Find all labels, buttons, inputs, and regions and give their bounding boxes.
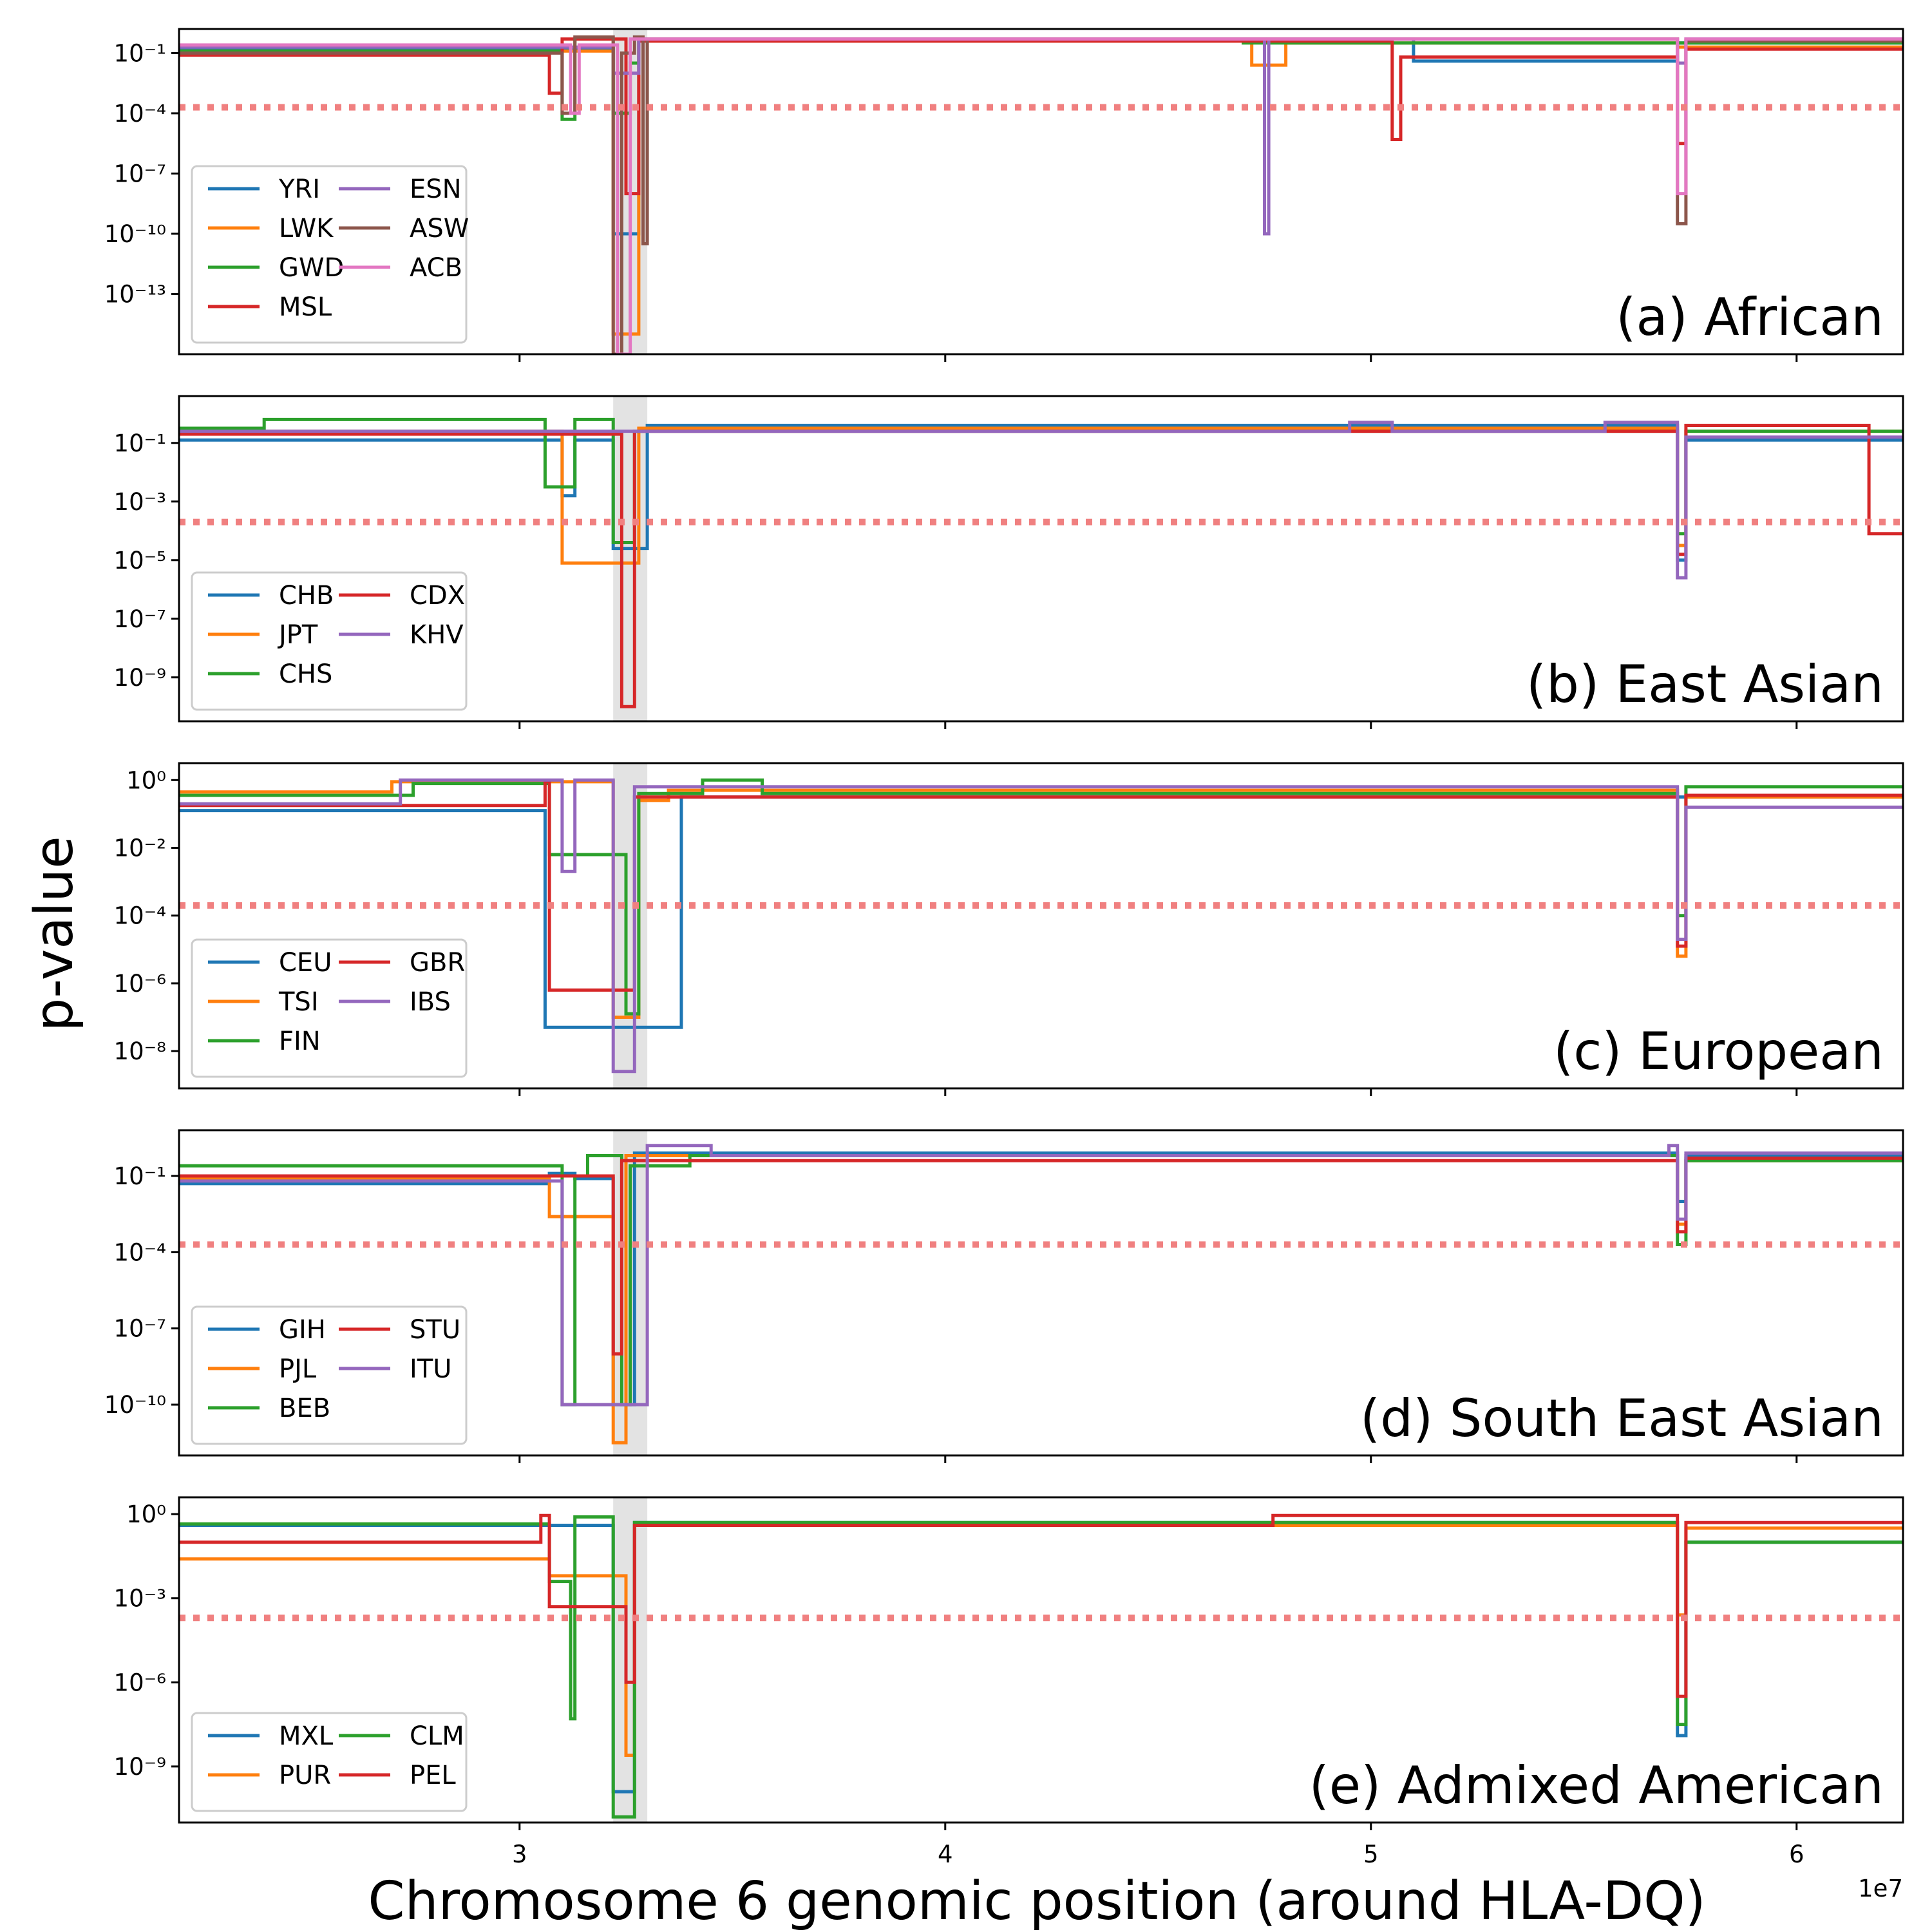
legend-label-jpt: JPT bbox=[277, 620, 318, 650]
x-axis-offset-label: 1e7 bbox=[1858, 1875, 1903, 1902]
panel-title: (b) East Asian bbox=[1526, 654, 1884, 714]
y-tick-label: 10⁻⁷ bbox=[114, 160, 166, 187]
series-line-stu bbox=[179, 1156, 1903, 1356]
panel-frame bbox=[178, 395, 1904, 723]
y-tick-label: 10⁻⁶ bbox=[114, 970, 166, 998]
legend-label-msl: MSL bbox=[279, 292, 332, 322]
x-tick-label: 5 bbox=[1363, 1841, 1379, 1868]
x-axis-label: Chromosome 6 genomic position (around HL… bbox=[368, 1871, 1705, 1932]
panel-3: 10⁰ 10⁻² 10⁻⁴ 10⁻⁶ 10⁻⁸ (c) European CEU TSI FIN… bbox=[114, 762, 1904, 1096]
highlight-region bbox=[613, 1497, 648, 1823]
panel-frame bbox=[178, 28, 1904, 355]
y-tick-label: 10⁻⁹ bbox=[114, 1753, 166, 1781]
plot-area bbox=[179, 29, 1903, 354]
legend-label-fin: FIN bbox=[279, 1027, 321, 1056]
panel-4: 10⁻¹ 10⁻⁴ 10⁻⁷ 10⁻¹⁰ (d) South East Asian GIH… bbox=[104, 1129, 1904, 1463]
series-line-khv bbox=[179, 421, 1903, 580]
panels-container: 10⁻¹ 10⁻⁴ 10⁻⁷ 10⁻¹⁰ 10⁻¹³ (a) African YRI LWK G… bbox=[104, 28, 1904, 1868]
y-tick-label: 10⁻¹³ bbox=[104, 280, 166, 308]
legend-label-chs: CHS bbox=[279, 659, 332, 689]
legend-label-acb: ACB bbox=[410, 253, 462, 283]
y-tick-label: 10⁻⁶ bbox=[114, 1669, 166, 1696]
y-tick-label: 10⁻¹ bbox=[114, 1162, 166, 1190]
series-line-pel bbox=[179, 1513, 1903, 1698]
legend-label-ibs: IBS bbox=[410, 987, 451, 1017]
y-tick-label: 10⁻⁸ bbox=[114, 1037, 166, 1065]
legend-label-asw: ASW bbox=[410, 214, 469, 243]
plot-area bbox=[179, 396, 1903, 721]
panel-2: 10⁻¹ 10⁻³ 10⁻⁵ 10⁻⁷ 10⁻⁹ (b) East Asian CHB JPT… bbox=[114, 395, 1904, 729]
legend-label-ceu: CEU bbox=[279, 948, 332, 978]
panel-1: 10⁻¹ 10⁻⁴ 10⁻⁷ 10⁻¹⁰ 10⁻¹³ (a) African YRI LWK G… bbox=[104, 28, 1904, 362]
panel-title: (e) Admixed American bbox=[1309, 1756, 1884, 1815]
legend-label-khv: KHV bbox=[410, 620, 464, 650]
legend-box bbox=[191, 1712, 468, 1812]
y-tick-label: 10⁻⁷ bbox=[114, 1315, 166, 1343]
y-tick-label: 10⁻⁵ bbox=[114, 547, 166, 574]
legend-label-gwd: GWD bbox=[279, 253, 344, 283]
highlight-region bbox=[613, 763, 648, 1088]
legend-box bbox=[191, 571, 468, 711]
series-line-acb bbox=[179, 37, 1903, 354]
y-tick-label: 10⁻¹⁰ bbox=[104, 1391, 166, 1419]
legend-label-cdx: CDX bbox=[410, 581, 465, 611]
legend-label-beb: BEB bbox=[279, 1394, 330, 1423]
y-tick-label: 10⁻⁴ bbox=[114, 902, 166, 930]
plot-area bbox=[179, 1130, 1903, 1455]
panel-frame bbox=[178, 1129, 1904, 1457]
legend-label-chb: CHB bbox=[279, 581, 334, 611]
series-line-chs bbox=[179, 417, 1903, 544]
series-line-itu bbox=[179, 1144, 1903, 1406]
y-axis-label: p-value bbox=[24, 836, 85, 1031]
y-tick-label: 10⁻⁹ bbox=[114, 664, 166, 692]
series-line-jpt bbox=[179, 426, 1903, 565]
series-line-tsi bbox=[179, 780, 1903, 1019]
panel-frame bbox=[178, 762, 1904, 1090]
series-line-chb bbox=[179, 424, 1903, 562]
y-tick-label: 10⁻³ bbox=[114, 1585, 166, 1613]
legend-label-tsi: TSI bbox=[278, 987, 319, 1017]
legend-label-itu: ITU bbox=[410, 1354, 452, 1384]
y-tick-label: 10⁰ bbox=[126, 766, 166, 794]
y-tick-label: 10⁻⁴ bbox=[114, 100, 166, 128]
series-line-gwd bbox=[179, 37, 1903, 121]
legend-label-pel: PEL bbox=[410, 1761, 456, 1790]
y-tick-label: 10⁻¹ bbox=[114, 430, 166, 457]
legend-label-pjl: PJL bbox=[279, 1354, 317, 1384]
panel-title: (d) South East Asian bbox=[1360, 1388, 1884, 1448]
legend-label-gbr: GBR bbox=[410, 948, 465, 978]
legend-box bbox=[191, 165, 468, 344]
x-tick-label: 6 bbox=[1789, 1841, 1804, 1868]
legend-label-pur: PUR bbox=[279, 1761, 331, 1790]
legend-label-gih: GIH bbox=[279, 1315, 326, 1345]
plot-area bbox=[179, 763, 1903, 1088]
series-line-ibs bbox=[179, 778, 1903, 1074]
legend-label-mxl: MXL bbox=[279, 1721, 334, 1751]
panel-5: 10⁰ 10⁻³ 10⁻⁶ 10⁻⁹ 3 4 5 6 (e) Admixed American M… bbox=[114, 1496, 1904, 1868]
y-tick-label: 10⁻⁴ bbox=[114, 1238, 166, 1266]
panel-title: (a) African bbox=[1616, 287, 1884, 347]
x-tick-label: 4 bbox=[938, 1841, 953, 1868]
y-tick-label: 10⁻² bbox=[114, 835, 166, 862]
legend-label-yri: YRI bbox=[278, 175, 320, 204]
panel-title: (c) European bbox=[1553, 1021, 1884, 1081]
plot-area bbox=[179, 1497, 1903, 1823]
x-tick-label: 3 bbox=[512, 1841, 527, 1868]
y-tick-label: 10⁻¹⁰ bbox=[104, 220, 166, 248]
legend-label-stu: STU bbox=[410, 1315, 460, 1345]
y-tick-label: 10⁰ bbox=[126, 1501, 166, 1528]
y-tick-label: 10⁻³ bbox=[114, 488, 166, 516]
legend-label-esn: ESN bbox=[410, 175, 462, 204]
legend-box bbox=[191, 1305, 468, 1445]
legend-label-lwk: LWK bbox=[279, 214, 334, 243]
y-tick-label: 10⁻¹ bbox=[114, 39, 166, 67]
legend-label-clm: CLM bbox=[410, 1721, 464, 1751]
highlight-region bbox=[613, 396, 648, 721]
panel-frame bbox=[178, 1496, 1904, 1824]
y-tick-label: 10⁻⁷ bbox=[114, 605, 166, 633]
legend-box bbox=[191, 938, 468, 1078]
